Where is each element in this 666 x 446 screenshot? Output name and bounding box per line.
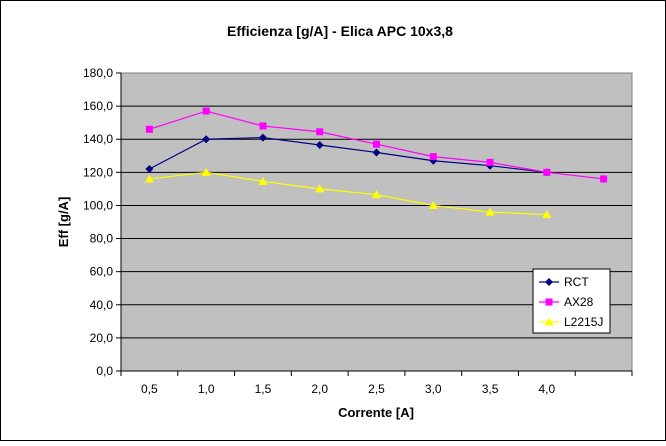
legend: RCT AX28 L2215J	[532, 268, 611, 334]
data-point-ax28	[486, 158, 494, 166]
y-tick-label: 180,0	[83, 66, 113, 80]
x-tick-label: 2,0	[311, 382, 328, 396]
legend-marker-ax28	[545, 298, 553, 306]
y-tick-label: 60,0	[90, 265, 114, 279]
x-tick-label: 1,0	[198, 382, 215, 396]
y-tick-label: 20,0	[90, 331, 114, 345]
data-point-ax28	[543, 168, 551, 176]
y-tick-label: 120,0	[83, 165, 113, 179]
x-tick-label: 4,0	[538, 382, 555, 396]
data-point-ax28	[259, 122, 267, 130]
x-tick-label: 0,5	[141, 382, 158, 396]
data-point-l2215j	[428, 200, 438, 209]
chart-title: Efficienza [g/A] - Elica APC 10x3,8	[227, 23, 453, 39]
data-point-l2215j	[258, 176, 268, 185]
y-tick-label: 0,0	[96, 364, 113, 378]
data-point-l2215j	[144, 174, 154, 183]
data-point-rct	[145, 165, 154, 174]
data-point-ax28	[429, 153, 437, 161]
data-point-l2215j	[372, 190, 381, 199]
data-point-rct	[315, 141, 324, 150]
y-tick-label: 80,0	[90, 232, 114, 246]
data-point-l2215j	[315, 184, 325, 193]
y-tick-label: 100,0	[83, 198, 113, 212]
series-line-l2215j	[149, 171, 547, 216]
data-point-ax28	[316, 128, 324, 136]
legend-marker-rct	[545, 278, 553, 286]
legend-label-l2215j: L2215J	[564, 315, 603, 329]
x-tick-label: 3,5	[482, 382, 499, 396]
data-point-rct	[372, 148, 381, 157]
data-point-rct	[202, 135, 211, 144]
data-point-l2215j	[542, 210, 552, 219]
y-tick-label: 40,0	[90, 298, 114, 312]
data-point-ax28	[202, 107, 210, 115]
x-tick-label: 3,0	[425, 382, 442, 396]
y-tick-label: 160,0	[83, 99, 113, 113]
x-axis-title: Corrente [A]	[338, 405, 414, 420]
data-point-rct	[258, 133, 267, 142]
y-tick-label: 140,0	[83, 132, 113, 146]
y-axis-title: Eff [g/A]	[56, 197, 71, 248]
x-tick-label: 2,5	[368, 382, 385, 396]
data-point-l2215j	[201, 167, 211, 176]
series-line-rct	[149, 136, 547, 173]
data-point-l2215j	[485, 207, 495, 216]
data-point-ax28	[373, 140, 380, 148]
legend-label-rct: RCT	[564, 275, 589, 289]
legend-label-ax28: AX28	[564, 295, 594, 309]
data-point-ax28	[600, 175, 608, 183]
plot-layer: 0,0 20,0 40,0 60,0 80,0 100,0 120,0 140,0 160,0 1…	[83, 66, 633, 396]
legend-marker-l2215j	[544, 317, 554, 326]
data-point-ax28	[145, 125, 153, 133]
x-tick-label: 1,5	[255, 382, 272, 396]
